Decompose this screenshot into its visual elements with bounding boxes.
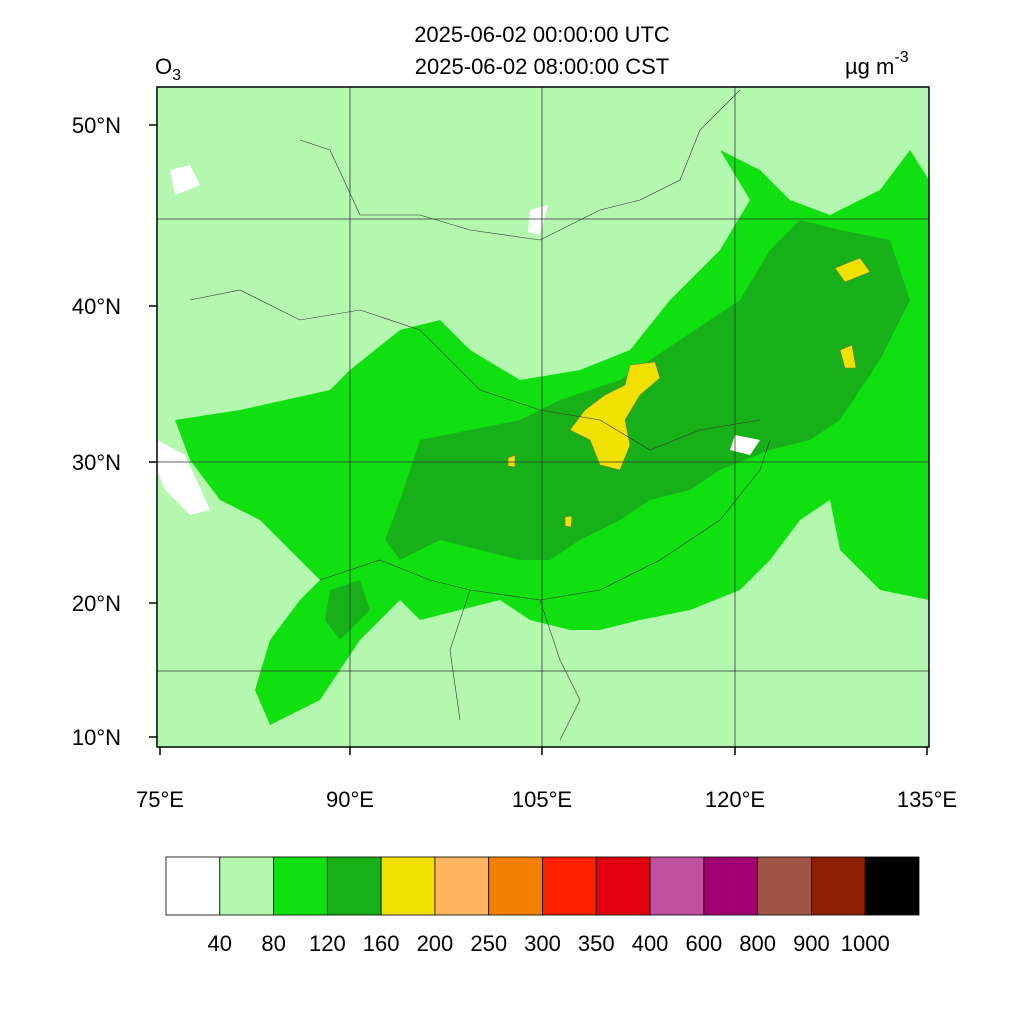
- colorbar-box: [488, 856, 543, 916]
- lon-label: 120°E: [705, 787, 765, 812]
- lat-label: 20°N: [72, 591, 121, 616]
- colorbar-label: 600: [685, 931, 722, 956]
- contour-160: [325, 580, 370, 640]
- units-base: µg m: [845, 54, 894, 79]
- colorbar-box: [757, 856, 812, 916]
- colorbar-box: [542, 856, 597, 916]
- colorbar-label: 400: [632, 931, 669, 956]
- colorbar-box: [326, 856, 382, 916]
- colorbar-box: [434, 856, 490, 916]
- contour-200: [569, 361, 661, 471]
- lon-label: 75°E: [136, 787, 184, 812]
- lat-label: 50°N: [72, 113, 121, 138]
- colorbar-label: 1000: [841, 931, 890, 956]
- lat-label: 10°N: [72, 725, 121, 750]
- graticule: [157, 87, 929, 747]
- colorbar-label: 350: [578, 931, 615, 956]
- colorbar-label: 250: [470, 931, 507, 956]
- colorbar-box: [649, 856, 705, 916]
- colorbar-box: [273, 856, 328, 916]
- lon-label: 105°E: [512, 787, 572, 812]
- variable-base: O: [155, 54, 172, 79]
- lat-label: 40°N: [72, 294, 121, 319]
- colorbar-label: 160: [363, 931, 400, 956]
- colorbar-label: 300: [524, 931, 561, 956]
- map-frame: [156, 86, 930, 748]
- contour-160: [385, 220, 910, 560]
- colorbar-box: [380, 856, 436, 916]
- colorbar-label: 80: [261, 931, 285, 956]
- colorbar-box: [595, 856, 651, 916]
- map-area: [157, 87, 929, 747]
- colorbar-box: [864, 856, 920, 916]
- colorbar-box: [703, 856, 759, 916]
- title-line: 2025-06-02 00:00:00 UTC: [414, 22, 670, 47]
- lat-label: 30°N: [72, 450, 121, 475]
- colorbar: 40 80 120 160 200 250 300 350 400 600 800 900 1000: [165, 856, 920, 956]
- colorbar-label: 900: [793, 931, 830, 956]
- variable-subscript: 3: [172, 67, 181, 84]
- units: µg m-3: [845, 49, 909, 79]
- variable: O3: [155, 54, 181, 84]
- colorbar-label: 40: [208, 931, 232, 956]
- axes: 50°N 40°N 30°N 20°N 10°N 75°E 90°E 105°E 120°E 13…: [72, 113, 957, 812]
- colorbar-label: 800: [739, 931, 776, 956]
- lon-label: 90°E: [326, 787, 374, 812]
- lon-label: 135°E: [897, 787, 957, 812]
- units-superscript: -3: [894, 49, 908, 66]
- title-line: 2025-06-02 08:00:00 CST: [415, 54, 669, 79]
- colorbar-box: [219, 856, 274, 916]
- contour-120: [860, 410, 929, 570]
- colorbar-box: [811, 856, 866, 916]
- contour-200: [507, 257, 871, 528]
- colorbar-box: [165, 856, 221, 916]
- colorbar-label: 120: [309, 931, 346, 956]
- colorbar-label: 200: [417, 931, 454, 956]
